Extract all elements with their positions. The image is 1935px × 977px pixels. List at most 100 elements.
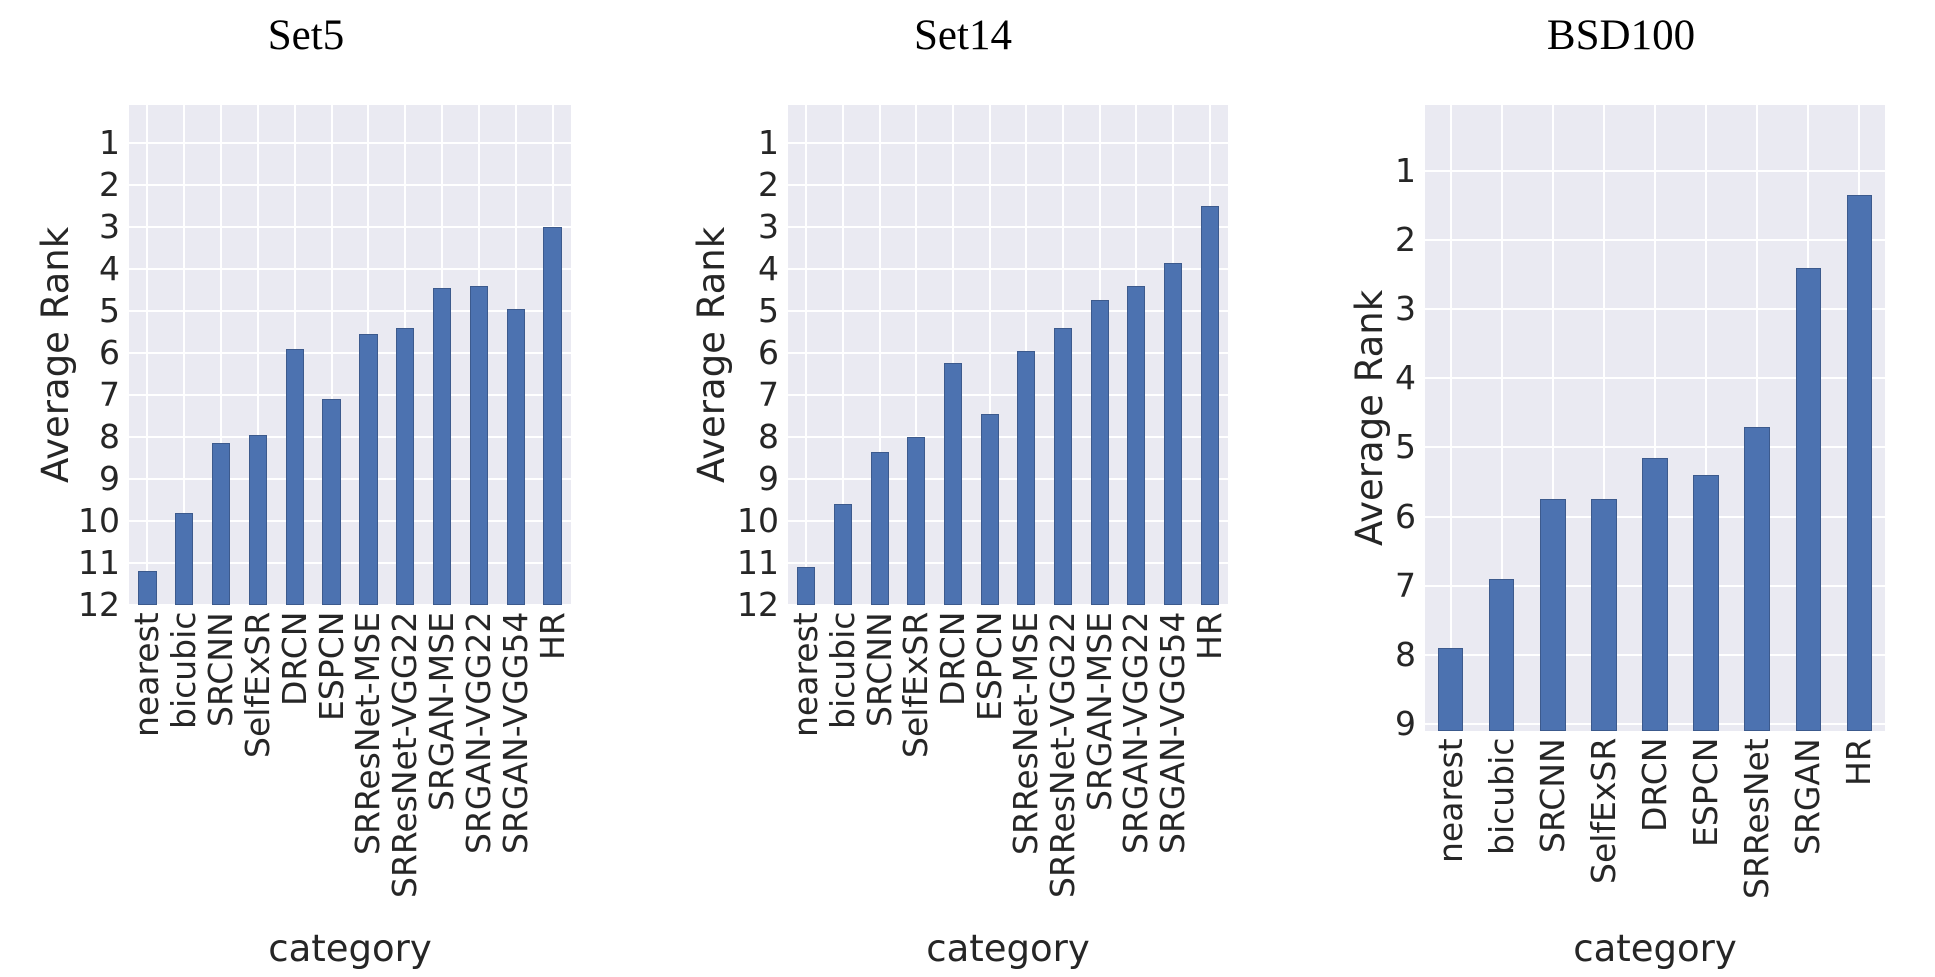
y-tick-label: 2 bbox=[1395, 219, 1416, 259]
chart-title-bsd100: BSD100 bbox=[1546, 12, 1696, 59]
gridline-horizontal bbox=[788, 561, 1228, 564]
gridline-horizontal bbox=[788, 183, 1228, 186]
gridline-vertical bbox=[1602, 105, 1605, 731]
y-tick-label: 3 bbox=[758, 206, 779, 246]
gridline-vertical bbox=[146, 105, 149, 605]
x-tick-label: ESPCN bbox=[311, 612, 351, 722]
x-tick-label: SRResNet-VGG22 bbox=[385, 612, 425, 899]
y-tick-label: 1 bbox=[1395, 150, 1416, 190]
bar-SRResNet-VGG22 bbox=[1053, 327, 1073, 605]
bar-SRGAN bbox=[1795, 267, 1822, 731]
gridline-vertical bbox=[1756, 105, 1759, 731]
x-tick-label: nearest bbox=[127, 612, 167, 737]
gridline-horizontal bbox=[129, 225, 571, 228]
gridline-horizontal bbox=[788, 351, 1228, 354]
bar-SRGAN-VGG54 bbox=[1163, 262, 1183, 605]
gridline-horizontal bbox=[129, 393, 571, 396]
bar-ESPCN bbox=[1693, 475, 1719, 731]
gridline-vertical bbox=[805, 105, 808, 605]
gridline-horizontal bbox=[129, 351, 571, 354]
x-axis-label-set5: category bbox=[268, 927, 432, 970]
bar-SelfExSR bbox=[1591, 499, 1617, 731]
gridline-horizontal bbox=[788, 141, 1228, 144]
y-tick-label: 6 bbox=[758, 332, 779, 372]
bar-SRGAN-VGG22 bbox=[469, 285, 489, 605]
y-tick-label: 8 bbox=[99, 416, 120, 456]
gridline-vertical bbox=[330, 105, 333, 605]
x-tick-label: SRGAN-VGG22 bbox=[458, 612, 498, 855]
x-tick-label: SRGAN-VGG22 bbox=[1116, 612, 1156, 855]
gridline-vertical bbox=[256, 105, 259, 605]
x-tick-label: ESPCN bbox=[969, 612, 1009, 722]
x-tick-label: SRResNet-MSE bbox=[1006, 612, 1046, 855]
x-tick-label: SelfExSR bbox=[896, 612, 936, 759]
gridline-horizontal bbox=[788, 435, 1228, 438]
x-tick-label: SRGAN-MSE bbox=[1079, 612, 1119, 811]
x-tick-label: SRCNN bbox=[201, 612, 241, 727]
bar-HR bbox=[1846, 194, 1873, 731]
gridline-horizontal bbox=[788, 477, 1228, 480]
y-tick-label: 5 bbox=[99, 290, 120, 330]
gridline-horizontal bbox=[129, 519, 571, 522]
bar-DRCN bbox=[285, 348, 304, 605]
gridline-horizontal bbox=[788, 519, 1228, 522]
y-tick-label: 3 bbox=[1395, 289, 1416, 329]
gridline-vertical bbox=[842, 105, 844, 605]
x-tick-label: SelfExSR bbox=[237, 612, 277, 759]
y-tick-label: 9 bbox=[1395, 704, 1416, 744]
y-tick-label: 4 bbox=[99, 248, 120, 288]
y-tick-label: 11 bbox=[78, 542, 120, 582]
y-tick-label: 3 bbox=[99, 206, 120, 246]
bar-SRGAN-VGG22 bbox=[1127, 285, 1146, 605]
y-tick-label: 5 bbox=[1395, 427, 1416, 467]
bar-HR bbox=[1200, 205, 1219, 605]
gridline-horizontal bbox=[129, 309, 571, 312]
y-tick-label: 11 bbox=[737, 542, 779, 582]
y-tick-label: 7 bbox=[758, 374, 779, 414]
bar-DRCN bbox=[943, 363, 963, 605]
bar-nearest bbox=[1437, 647, 1464, 731]
gridline-horizontal bbox=[129, 604, 571, 606]
y-tick-label: 12 bbox=[78, 585, 120, 624]
gridline-vertical bbox=[915, 105, 918, 605]
bar-ESPCN bbox=[980, 413, 999, 605]
bar-SelfExSR bbox=[248, 434, 268, 605]
x-tick-label: SRResNet-VGG22 bbox=[1043, 612, 1082, 899]
gridline-horizontal bbox=[788, 225, 1228, 228]
bar-SRGAN-MSE bbox=[432, 287, 452, 605]
x-tick-label: SRCNN bbox=[859, 612, 899, 727]
gridline-vertical bbox=[1705, 105, 1708, 731]
y-tick-label: 6 bbox=[99, 332, 120, 372]
bar-SRResNet-MSE bbox=[359, 333, 378, 605]
x-tick-label: SRGAN-MSE bbox=[422, 612, 462, 811]
y-tick-label: 1 bbox=[758, 122, 779, 162]
gridline-vertical bbox=[878, 105, 881, 605]
x-tick-label: HR bbox=[1189, 612, 1229, 660]
bar-SRCNN bbox=[870, 451, 889, 605]
gridline-horizontal bbox=[129, 183, 571, 186]
y-tick-label: 10 bbox=[78, 500, 120, 540]
x-tick-label: DRCN bbox=[933, 612, 972, 707]
y-tick-label: 10 bbox=[737, 500, 779, 540]
y-tick-label: 12 bbox=[737, 585, 779, 624]
gridline-vertical bbox=[952, 105, 954, 605]
gridline-horizontal bbox=[788, 309, 1228, 312]
gridline-horizontal bbox=[788, 604, 1228, 606]
gridline-vertical bbox=[1500, 105, 1503, 731]
y-tick-label: 6 bbox=[1395, 496, 1416, 536]
bar-bicubic bbox=[1488, 578, 1515, 731]
x-tick-label: SRGAN-VGG54 bbox=[1153, 612, 1192, 855]
y-tick-label: 8 bbox=[758, 416, 779, 456]
plot-area-set14: 1 2 3 4 5 6 7 8 9 10 11 12 nearest bicubic SRCNN SelfEx… bbox=[737, 105, 1229, 898]
gridline-vertical bbox=[988, 105, 991, 605]
chart-title-set5: Set5 bbox=[267, 12, 345, 59]
chart-title-set14: Set14 bbox=[914, 12, 1012, 59]
gridline-vertical bbox=[1654, 105, 1656, 731]
bar-SRCNN bbox=[211, 443, 231, 605]
gridline-horizontal bbox=[129, 561, 571, 564]
gridline-vertical bbox=[183, 105, 186, 605]
bar-SRResNet-MSE bbox=[1017, 350, 1036, 605]
x-tick-label: nearest bbox=[786, 612, 826, 737]
bar-ESPCN bbox=[322, 399, 341, 605]
